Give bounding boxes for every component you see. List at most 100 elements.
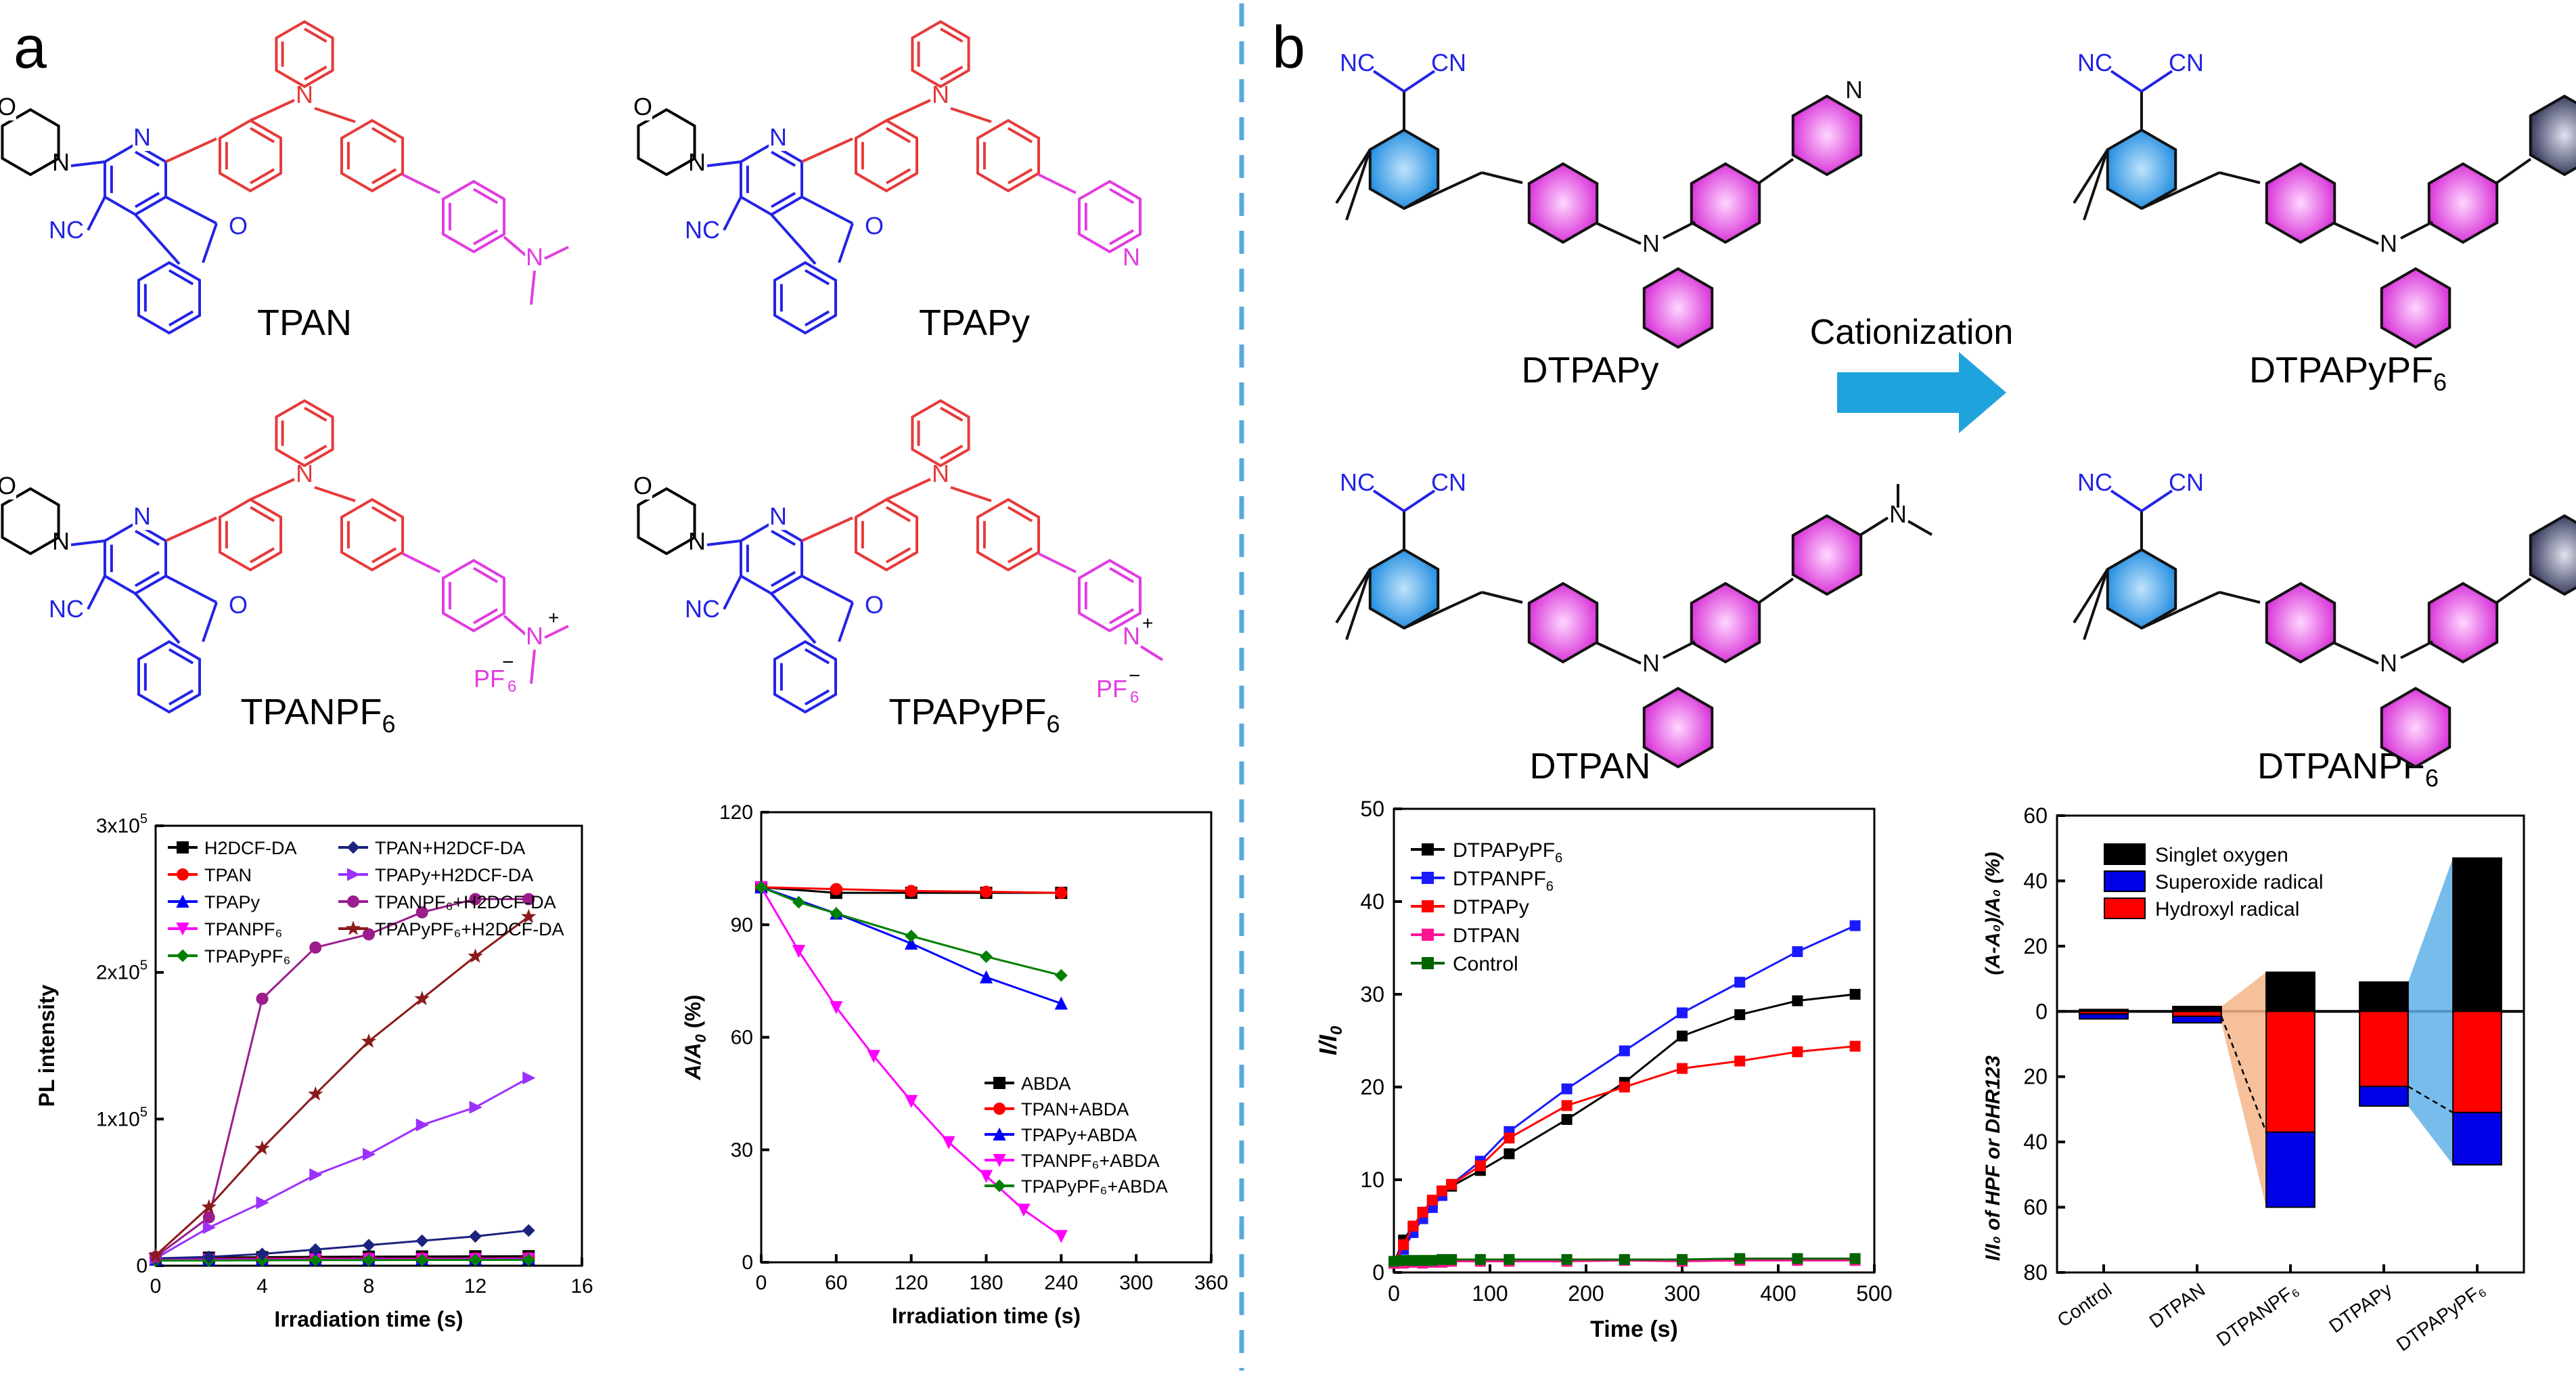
data-point	[905, 885, 918, 897]
atom-bg	[57, 222, 76, 244]
data-point	[1792, 946, 1803, 957]
benzene-ring	[137, 261, 202, 335]
benzene-ring	[1077, 179, 1142, 254]
data-point	[979, 1170, 993, 1183]
legend-label-sub: 6	[1546, 879, 1554, 894]
double-bond	[939, 444, 964, 460]
bond	[70, 160, 106, 167]
double-bond	[371, 168, 397, 185]
y-tick-label: 0	[136, 1255, 148, 1277]
atom-label: N	[1642, 649, 1660, 677]
y-tick-exp: 5	[140, 812, 148, 826]
data-point	[993, 1077, 1005, 1089]
atom-label: N	[688, 527, 706, 555]
data-point	[1849, 1253, 1861, 1264]
bond	[1345, 149, 1372, 221]
y-tick-label: 120	[719, 801, 753, 824]
bond	[950, 107, 992, 123]
atom-label: N	[1845, 76, 1863, 104]
structure-label: TPANPF6	[240, 692, 395, 738]
legend-label: TPAN+ABDA	[1021, 1099, 1129, 1120]
data-point	[1407, 1220, 1419, 1232]
bond	[165, 137, 217, 163]
phenyl-ring	[2427, 581, 2499, 664]
y-tick-label: 60	[2023, 803, 2048, 828]
data-point	[362, 1239, 376, 1252]
bond	[202, 602, 218, 642]
benzene-ring	[103, 521, 168, 596]
bond	[165, 575, 217, 604]
legend-swatch	[2104, 897, 2146, 919]
atom-label: O	[229, 212, 248, 240]
legend-label: TPAPyPF₆+ABDA	[1021, 1176, 1168, 1197]
benzene-ring	[340, 118, 405, 193]
y-tick-label: 60	[731, 1027, 753, 1049]
legend-label: Hydroxyl radical	[2155, 898, 2299, 921]
atom-label: N	[1123, 243, 1140, 271]
data-point	[1849, 920, 1861, 931]
atom-label: N	[932, 460, 949, 487]
data-point	[1561, 1254, 1573, 1265]
charge-plus: +	[548, 607, 559, 628]
counterion: PF	[474, 665, 505, 692]
x-tick-label: 16	[570, 1275, 593, 1298]
legend-label: Control	[1453, 953, 1518, 975]
x-tick-label: 180	[969, 1272, 1003, 1294]
bond	[2495, 158, 2532, 184]
legend-label: H2DCF-DA	[204, 838, 297, 858]
y-tick-label: 0	[2035, 999, 2048, 1023]
bond	[1663, 221, 1696, 240]
bond	[250, 99, 295, 122]
atom-bg	[295, 466, 314, 487]
cationization-arrow: Cationization	[1810, 313, 2013, 433]
bond	[165, 196, 217, 225]
bond	[770, 213, 817, 265]
bond	[1372, 70, 1405, 93]
bar-superoxide-radical	[2265, 1131, 2315, 1208]
bond	[2495, 577, 2532, 604]
bond	[2400, 640, 2433, 659]
panel-a-letter: a	[14, 14, 47, 81]
data-point	[1734, 1253, 1746, 1264]
data-point	[993, 1179, 1006, 1193]
data-point	[309, 1243, 322, 1256]
bond	[87, 196, 106, 231]
double-bond	[135, 192, 160, 208]
data-point	[905, 1094, 918, 1108]
phenyl-ring	[1527, 581, 1599, 664]
data-point	[469, 1230, 482, 1243]
double-bond	[303, 27, 327, 43]
double-bond	[303, 65, 327, 81]
atom-bg	[0, 478, 16, 500]
data-point	[415, 906, 428, 918]
double-bond	[472, 608, 499, 625]
y-tick-label: 20	[2023, 1065, 2048, 1089]
data-point	[308, 1086, 323, 1101]
double-bond	[1007, 168, 1033, 185]
x-axis-label: Irradiation time (s)	[892, 1304, 1081, 1328]
data-point	[980, 885, 993, 898]
bond	[2110, 489, 2143, 512]
data-point	[979, 970, 993, 983]
data-point	[1446, 1178, 1458, 1190]
benzene-ring	[103, 142, 168, 217]
data-point	[1054, 1230, 1068, 1243]
data-point	[415, 1234, 429, 1247]
nitrile-label: CN	[1431, 49, 1466, 76]
series-line	[1393, 993, 1855, 1264]
bar-singlet-oxygen	[2265, 971, 2315, 1013]
counterion: PF	[1096, 675, 1127, 703]
double-bond	[303, 444, 327, 460]
bond	[1859, 516, 1889, 536]
atom-label: N	[526, 243, 543, 271]
fan-dashed-line	[2408, 1086, 2454, 1113]
x-tick-label: 8	[363, 1275, 375, 1298]
phenyl-ring	[1527, 162, 1599, 244]
atom-label: N	[52, 148, 70, 176]
y-axis-label-rest: (%)	[681, 994, 705, 1034]
benzene-ring	[854, 118, 919, 193]
bond	[801, 575, 853, 604]
